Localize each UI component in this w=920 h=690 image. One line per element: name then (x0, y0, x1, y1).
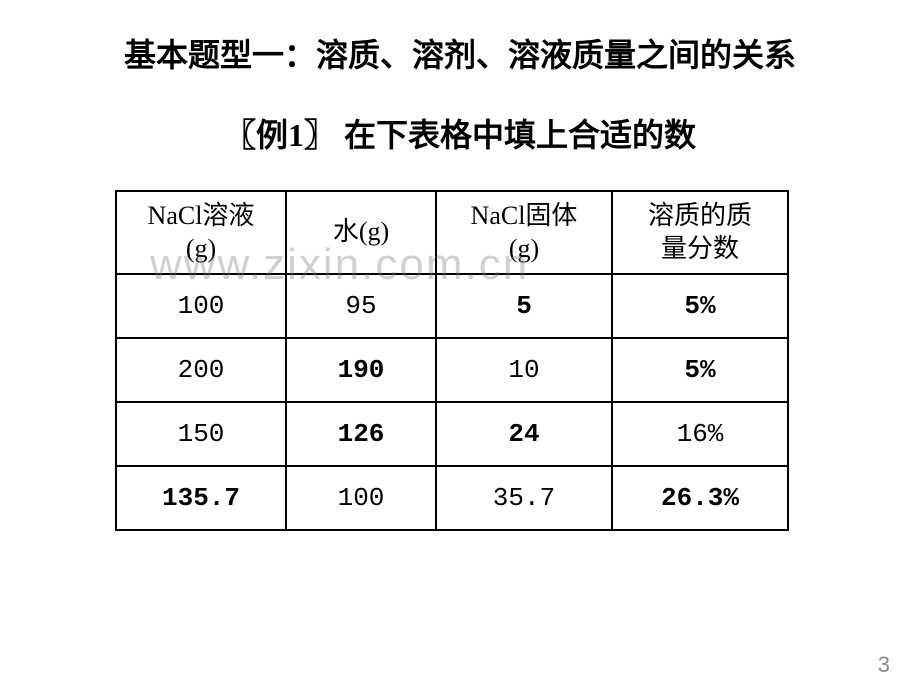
cell-r2c2: 190 (286, 338, 436, 402)
cell-r1c4: 5% (612, 274, 788, 338)
cell-r3c2: 126 (286, 402, 436, 466)
table-row: 135.7 100 35.7 26.3% (116, 466, 788, 530)
page-title: 基本题型一：溶质、溶剂、溶液质量之间的关系 (0, 30, 920, 76)
example-subtitle: 〖例1〗 在下表格中填上合适的数 (0, 110, 920, 156)
cell-r3c3: 24 (436, 402, 612, 466)
data-table: NaCl溶液 (g) 水(g) NaCl固体 (g) 溶质的质 量分数 100 … (115, 190, 789, 531)
page-number: 3 (878, 652, 890, 678)
cell-r2c4: 5% (612, 338, 788, 402)
col-header-solution-l2: (g) (186, 234, 216, 263)
cell-r1c1: 100 (116, 274, 286, 338)
table-row: 100 95 5 5% (116, 274, 788, 338)
cell-r3c4: 16% (612, 402, 788, 466)
cell-r1c3: 5 (436, 274, 612, 338)
col-header-solid-l1: NaCl固体 (471, 201, 578, 230)
col-header-fraction-l1: 溶质的质 (648, 201, 752, 230)
col-header-solid: NaCl固体 (g) (436, 191, 612, 274)
cell-r3c1: 150 (116, 402, 286, 466)
col-header-solution-l1: NaCl溶液 (148, 201, 255, 230)
cell-r4c1: 135.7 (116, 466, 286, 530)
col-header-solution: NaCl溶液 (g) (116, 191, 286, 274)
cell-r2c3: 10 (436, 338, 612, 402)
table-row: 200 190 10 5% (116, 338, 788, 402)
cell-r4c4: 26.3% (612, 466, 788, 530)
table-row: 150 126 24 16% (116, 402, 788, 466)
table-header-row: NaCl溶液 (g) 水(g) NaCl固体 (g) 溶质的质 量分数 (116, 191, 788, 274)
cell-r2c1: 200 (116, 338, 286, 402)
cell-r4c2: 100 (286, 466, 436, 530)
col-header-fraction-l2: 量分数 (661, 234, 739, 263)
cell-r1c2: 95 (286, 274, 436, 338)
col-header-fraction: 溶质的质 量分数 (612, 191, 788, 274)
col-header-solid-l2: (g) (509, 234, 539, 263)
cell-r4c3: 35.7 (436, 466, 612, 530)
col-header-water: 水(g) (286, 191, 436, 274)
